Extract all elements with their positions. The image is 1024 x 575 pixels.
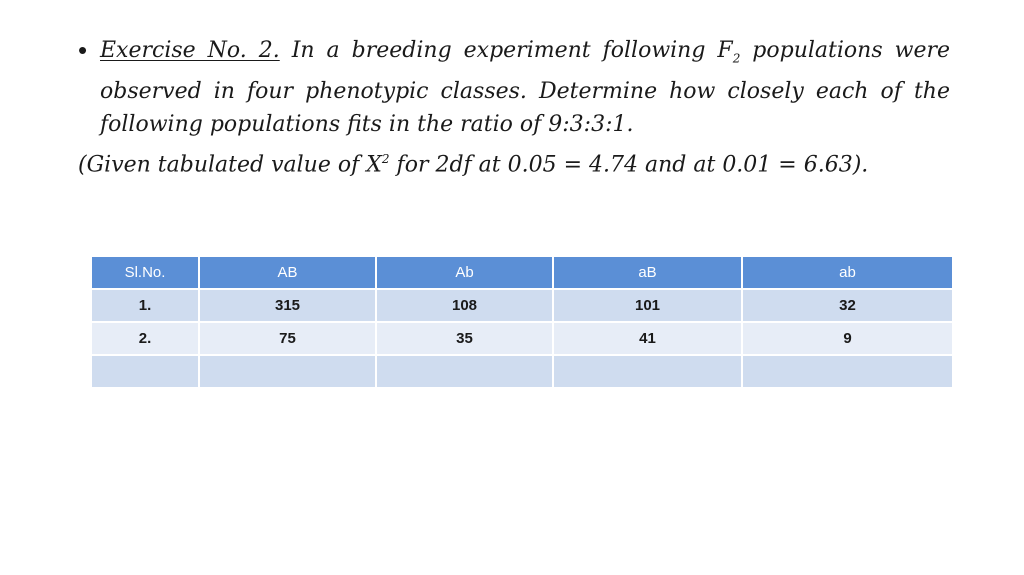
cell-AB: 75 [198, 321, 377, 356]
table-row [90, 354, 954, 389]
given-text-part2: for 2df at 0.05 = 4.74 and at 0.01 = 6.6… [389, 152, 869, 178]
exercise-text-part1: In a breeding experiment following F [279, 38, 733, 63]
cell-slno: 2. [90, 321, 200, 356]
cell-ab [741, 354, 954, 389]
exercise-text-part2: populations were observed in four phenot… [100, 38, 950, 138]
given-values-line: (Given tabulated value of X2 for 2df at … [78, 143, 978, 181]
exercise-paragraph: • Exercise No. 2. In a breeding experime… [78, 34, 950, 141]
table-row: 1. 315 108 101 32 [90, 288, 954, 323]
cell-AB: 315 [198, 288, 377, 323]
cell-aB: 41 [552, 321, 743, 356]
cell-Ab: 35 [375, 321, 554, 356]
f2-subscript: 2 [732, 51, 741, 66]
cell-ab: 9 [741, 321, 954, 356]
header-ab: ab [741, 255, 954, 290]
bullet-icon: • [78, 35, 88, 65]
cell-slno: 1. [90, 288, 200, 323]
chi-square-superscript: 2 [381, 152, 390, 166]
given-text-part1: (Given tabulated value of X [78, 152, 382, 178]
cell-slno [90, 354, 200, 389]
header-aB: aB [552, 255, 743, 290]
cell-aB [552, 354, 743, 389]
cell-AB [198, 354, 377, 389]
exercise-text: Exercise No. 2. In a breeding experiment… [100, 34, 950, 141]
exercise-label: Exercise No. 2. [100, 38, 280, 63]
header-Ab: Ab [375, 255, 554, 290]
table-row: 2. 75 35 41 9 [90, 321, 954, 356]
header-slno: Sl.No. [90, 255, 200, 290]
cell-Ab: 108 [375, 288, 554, 323]
cell-ab: 32 [741, 288, 954, 323]
cell-Ab [375, 354, 554, 389]
table-header-row: Sl.No. AB Ab aB ab [90, 255, 954, 290]
header-AB: AB [198, 255, 377, 290]
cell-aB: 101 [552, 288, 743, 323]
phenotype-table: Sl.No. AB Ab aB ab 1. 315 108 101 32 2. … [90, 255, 954, 389]
